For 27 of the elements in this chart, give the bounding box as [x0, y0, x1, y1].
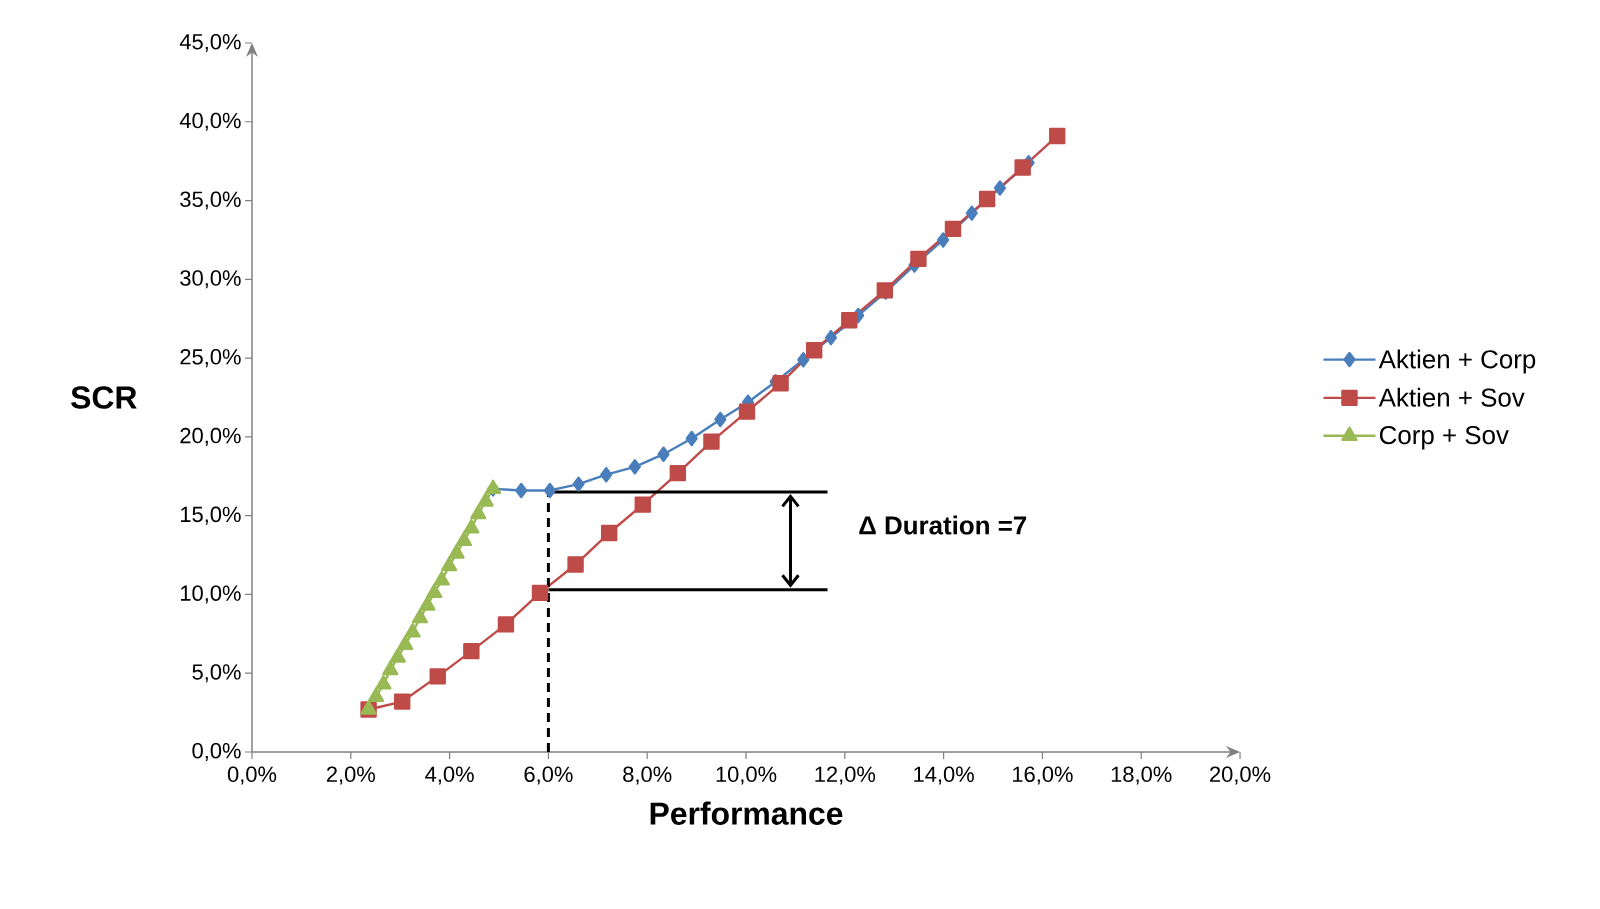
y-tick-label: 35,0% [180, 191, 241, 210]
y-tick-label: 40,0% [179, 112, 241, 131]
legend-label: Corp + Sov [1379, 425, 1509, 450]
y-tick-label: 0,0% [192, 742, 241, 762]
y-tick-label: 25,0% [180, 349, 241, 368]
legend-label: Aktien + Corp [1378, 349, 1536, 374]
x-tick-label: 8,0% [623, 766, 672, 785]
x-tick-label: 10,0% [716, 766, 777, 785]
x-tick-label: 14,0% [914, 766, 974, 785]
x-tick-label: 18,0% [1111, 766, 1172, 785]
x-axis-title: Performance [650, 801, 843, 825]
x-tick-label: 12,0% [815, 766, 876, 785]
y-tick-label: 20,0% [180, 427, 241, 446]
x-tick-label: 6,0% [524, 766, 573, 785]
y-tick-label: 5,0% [192, 664, 241, 683]
y-axis-title: SCR [71, 386, 137, 409]
y-tick-label: 10,0% [181, 585, 241, 604]
x-tick-label: 0,0% [227, 766, 277, 785]
annotation: Δ Duration =7 [859, 515, 1027, 535]
x-tick-label: 2,0% [326, 766, 375, 785]
x-tick-label: 20,0% [1210, 766, 1271, 785]
x-tick-label: 16,0% [1013, 766, 1073, 785]
legend-label: Aktien + Sov [1378, 387, 1525, 407]
x-tick-label: 4,0% [425, 766, 474, 785]
y-tick-label: 45,0% [179, 33, 241, 53]
y-tick-label: 30,0% [180, 270, 241, 289]
y-tick-label: 15,0% [181, 506, 241, 525]
